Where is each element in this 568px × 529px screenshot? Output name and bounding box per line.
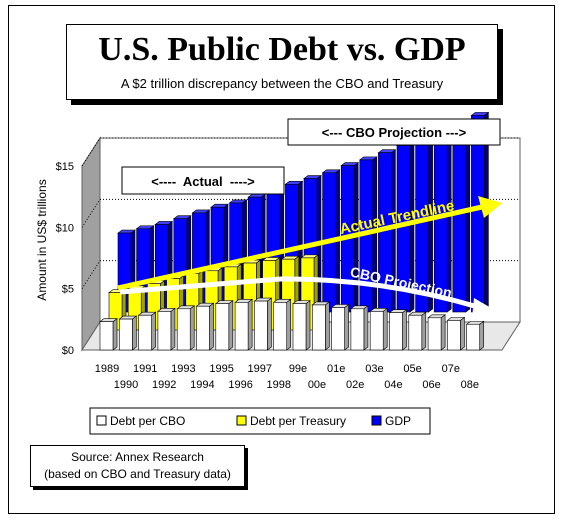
y-axis-label: Amount in US$ trillions bbox=[35, 179, 49, 300]
x-tick-label: 06e bbox=[422, 379, 440, 391]
bar-cbo bbox=[349, 305, 369, 351]
x-tick-label: 07e bbox=[442, 363, 460, 375]
cbo-projection-arrow bbox=[119, 276, 498, 318]
bar-cbo bbox=[99, 318, 118, 351]
x-tick-label: 1997 bbox=[248, 363, 272, 375]
legend-label-treasury: Debt per Treasury bbox=[250, 414, 346, 428]
bar-cbo bbox=[137, 311, 157, 351]
legend-label-cbo: Debt per CBO bbox=[110, 414, 185, 428]
x-tick-label: 01e bbox=[327, 363, 345, 375]
bar-cbo bbox=[292, 300, 311, 351]
bar-cbo bbox=[195, 302, 215, 351]
bar-cbo bbox=[272, 298, 292, 351]
bar-cbo bbox=[176, 305, 196, 351]
actual-box: <---- Actual ----> bbox=[121, 166, 285, 195]
cbo-projection-box-label: <--- CBO Projection ---> bbox=[322, 125, 467, 140]
grid-line-side bbox=[81, 260, 101, 289]
x-tick-label: 1996 bbox=[228, 379, 252, 391]
bar-cbo bbox=[234, 298, 254, 351]
grid-line-side bbox=[81, 137, 101, 167]
title-box: U.S. Public Debt vs. GDP A $2 trillion d… bbox=[66, 24, 498, 100]
bar-gdp bbox=[377, 149, 397, 313]
y-tick-label: $10 bbox=[56, 222, 74, 234]
bar-cbo bbox=[407, 311, 427, 351]
x-tick-label: 99e bbox=[289, 363, 307, 375]
bar-cbo bbox=[253, 297, 273, 351]
x-tick-label: 1995 bbox=[209, 363, 233, 375]
legend-label-gdp: GDP bbox=[385, 414, 411, 428]
x-tick-label: 02e bbox=[346, 379, 364, 391]
legend-swatch-cbo bbox=[96, 415, 107, 426]
x-tick-label: 1994 bbox=[190, 379, 214, 391]
bar-gdp bbox=[358, 156, 378, 313]
chart-subtitle: A $2 trillion discrepancy between the CB… bbox=[120, 76, 444, 91]
bar-cbo bbox=[427, 314, 447, 351]
x-tick-label: 1990 bbox=[114, 379, 138, 391]
x-tick-label: 1992 bbox=[152, 379, 176, 391]
bar-cbo bbox=[118, 315, 138, 351]
bar-cbo bbox=[446, 316, 466, 351]
source-line-2: (based on CBO and Treasury data) bbox=[44, 467, 231, 481]
bar-cbo bbox=[465, 320, 485, 351]
cbo-projection-box: <--- CBO Projection ---> bbox=[287, 118, 501, 146]
source-line-1: Source: Annex Research bbox=[71, 450, 204, 464]
y-tick-label: $5 bbox=[62, 284, 74, 296]
actual-trendline-arrow bbox=[117, 196, 502, 291]
bar-cbo bbox=[388, 309, 408, 351]
grid-line-side bbox=[81, 199, 101, 228]
bar-cbo bbox=[369, 307, 389, 351]
bar-cbo bbox=[156, 307, 176, 351]
legend-swatch-treasury bbox=[236, 415, 247, 426]
x-tick-label: 1989 bbox=[95, 363, 119, 375]
chart-title: U.S. Public Debt vs. GDP bbox=[98, 31, 466, 68]
x-tick-label: 1991 bbox=[133, 363, 157, 375]
x-tick-label: 1998 bbox=[267, 379, 291, 391]
y-tick-label: $15 bbox=[56, 161, 74, 173]
bar-cbo bbox=[214, 300, 234, 351]
x-tick-label: 04e bbox=[384, 379, 402, 391]
x-tick-label: 00e bbox=[308, 379, 326, 391]
x-tick-label: 1993 bbox=[171, 363, 195, 375]
x-tick-label: 05e bbox=[403, 363, 421, 375]
source-box: Source: Annex Research (based on CBO and… bbox=[30, 445, 245, 487]
bar-gdp bbox=[451, 118, 471, 313]
legend: Debt per CBO Debt per Treasury GDP bbox=[89, 407, 431, 435]
y-tick-label: $0 bbox=[62, 345, 74, 357]
bar-cbo bbox=[311, 301, 331, 351]
bar-cbo bbox=[330, 303, 350, 351]
x-tick-label: 03e bbox=[365, 363, 383, 375]
legend-swatch-gdp bbox=[371, 415, 382, 426]
actual-box-label: <---- Actual ----> bbox=[151, 174, 255, 189]
chart-side-wall bbox=[81, 136, 101, 352]
x-tick-label: 08e bbox=[461, 379, 479, 391]
